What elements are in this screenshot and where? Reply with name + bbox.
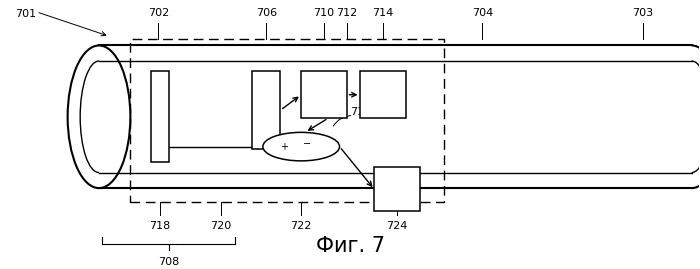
Text: 712: 712 — [336, 8, 357, 18]
Text: 702: 702 — [148, 8, 169, 18]
Text: 722: 722 — [290, 221, 312, 231]
Text: 714: 714 — [372, 8, 393, 18]
Text: 720: 720 — [211, 221, 232, 231]
Text: 704: 704 — [472, 8, 493, 18]
Text: −: − — [303, 139, 311, 149]
Text: 716: 716 — [350, 107, 371, 116]
Text: 703: 703 — [632, 8, 653, 18]
Text: 706: 706 — [256, 8, 277, 18]
Text: 701: 701 — [15, 9, 36, 19]
Bar — [360, 71, 406, 118]
Bar — [374, 167, 420, 211]
Bar — [301, 71, 346, 118]
Text: 710: 710 — [314, 8, 335, 18]
Circle shape — [262, 132, 340, 161]
Text: 724: 724 — [386, 221, 407, 231]
Bar — [253, 71, 280, 149]
Bar — [151, 71, 169, 162]
Text: +: + — [280, 141, 288, 152]
Bar — [130, 39, 444, 202]
Text: Фиг. 7: Фиг. 7 — [316, 236, 384, 256]
Text: 708: 708 — [158, 257, 179, 267]
Text: 718: 718 — [149, 221, 171, 231]
